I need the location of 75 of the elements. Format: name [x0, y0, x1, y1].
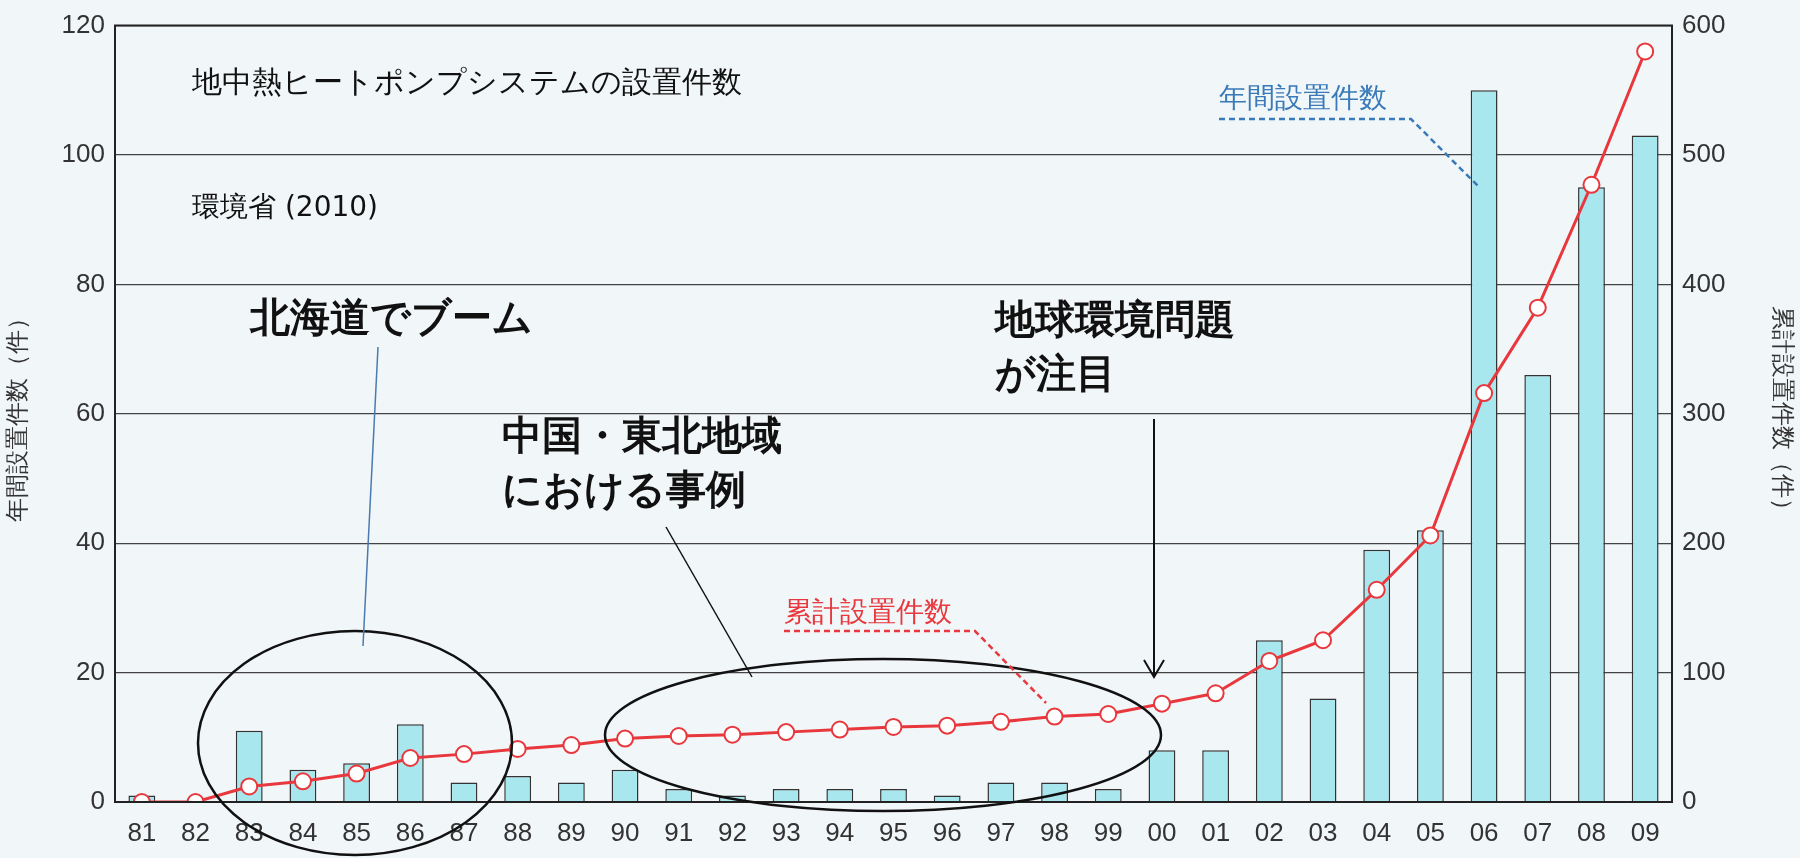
x-tick-label: 82 [181, 816, 210, 847]
y-axis-title: 年間設置件数（件） [3, 305, 31, 522]
point [1260, 651, 1279, 670]
x-tick-label: 83 [234, 816, 264, 847]
x-tick-label: 01 [1201, 816, 1231, 847]
x-tick-label: 85 [342, 816, 372, 847]
y2-tick-label: 600 [1682, 8, 1726, 39]
x-tick-label: 00 [1147, 816, 1177, 847]
point [1636, 42, 1655, 61]
y2-tick-label: 500 [1682, 138, 1726, 169]
x-tick-label: 03 [1308, 816, 1338, 847]
point [1152, 694, 1171, 713]
y-tick-label: 80 [76, 267, 105, 298]
x-tick-label: 07 [1523, 816, 1553, 847]
x-tick-label: 09 [1630, 816, 1660, 847]
x-tick-label: 05 [1415, 816, 1445, 847]
text: 累計設置件数 [784, 595, 952, 629]
text: 年間設置件数 [1219, 81, 1387, 115]
x-tick-label: 94 [825, 816, 855, 847]
point [1206, 684, 1225, 703]
y2-tick-label: 400 [1682, 267, 1726, 298]
point [562, 736, 581, 755]
point [616, 729, 635, 748]
annotation: 環境省 (2010) [192, 189, 379, 225]
x-tick-label: 93 [771, 816, 801, 847]
point [1421, 526, 1440, 545]
y-tick-label: 20 [76, 655, 105, 686]
x-tick-label: 86 [395, 816, 425, 847]
x-tick-label: 89 [556, 816, 586, 847]
point [454, 745, 473, 764]
y-tick-label: 60 [76, 396, 105, 427]
y2-tick-label: 100 [1682, 655, 1726, 686]
annotation: 北海道でブーム [250, 293, 533, 342]
y-tick-label: 120 [61, 8, 105, 39]
point [1367, 580, 1386, 599]
x-tick-label: 95 [879, 816, 908, 847]
y2-tick-label: 200 [1682, 526, 1726, 557]
point [938, 716, 957, 735]
x-tick-label: 99 [1093, 816, 1123, 847]
y2-tick-label: 0 [1682, 785, 1697, 816]
y-tick-label: 100 [61, 138, 105, 169]
x-tick-label: 88 [503, 816, 533, 847]
x-tick-label: 04 [1362, 816, 1392, 847]
y-tick-label: 0 [90, 785, 105, 816]
text: 地中熱ヒートポンプシステムの設置件数 [192, 63, 742, 101]
point [669, 727, 688, 746]
point [884, 717, 903, 736]
x-tick-label: 97 [986, 816, 1016, 847]
point [723, 725, 742, 744]
annotation: 地球環境問題が注目 [995, 295, 1236, 398]
point [1314, 631, 1333, 650]
x-tick-label: 98 [1040, 816, 1070, 847]
x-tick-label: 08 [1577, 816, 1606, 847]
point [830, 720, 849, 739]
point [1528, 298, 1547, 317]
y2-axis-title: 累計設置件数（件） [1769, 305, 1797, 522]
point [1099, 705, 1118, 724]
annotation: 中国・東北地域における事例 [502, 411, 783, 514]
x-tick-label: 92 [717, 816, 747, 847]
point [1582, 175, 1601, 194]
x-tick-label: 96 [932, 816, 962, 847]
x-tick-label: 81 [127, 816, 157, 847]
y2-tick-label: 300 [1682, 396, 1726, 427]
x-tick-label: 90 [610, 816, 640, 847]
point [1045, 707, 1064, 726]
point [1475, 384, 1494, 403]
x-tick-label: 02 [1254, 816, 1284, 847]
point [240, 777, 259, 796]
point [991, 712, 1010, 731]
x-tick-label: 91 [664, 816, 694, 847]
x-tick-label: 06 [1469, 816, 1499, 847]
point [777, 723, 796, 742]
y-tick-label: 40 [76, 526, 105, 557]
x-tick-label: 84 [288, 816, 318, 847]
x-tick-label: 87 [449, 816, 479, 847]
